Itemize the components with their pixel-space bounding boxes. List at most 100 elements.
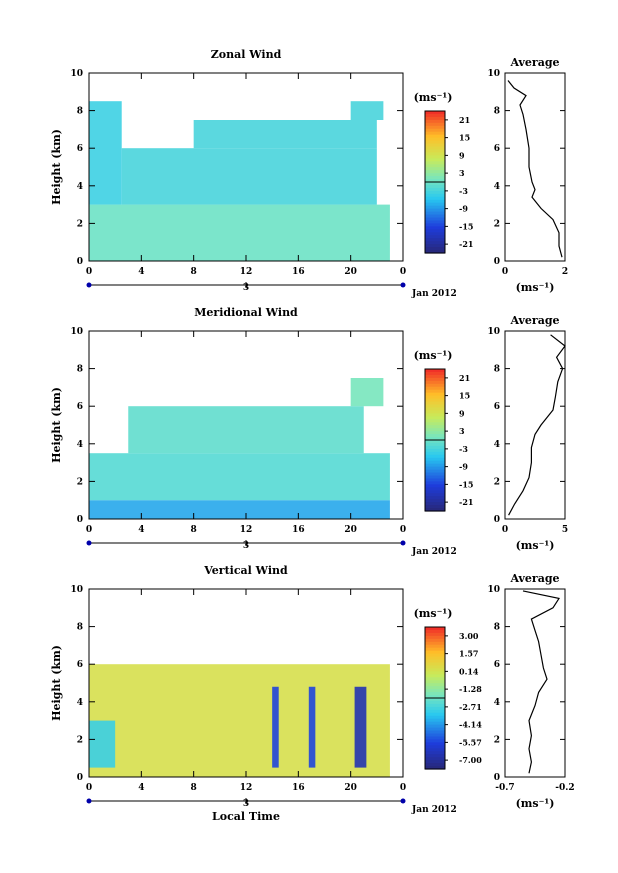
x-tick-label: 4: [138, 267, 144, 277]
colorbar-swatch: [425, 413, 445, 417]
colorbar-swatch: [425, 182, 445, 186]
colorbar-swatch: [425, 499, 445, 503]
colorbar-swatch: [425, 128, 445, 133]
colorbar-swatch: [425, 404, 445, 409]
colorbar-swatch: [425, 431, 445, 435]
y-tick-label: 8: [77, 107, 83, 117]
colorbar-swatch: [425, 715, 445, 720]
y-axis-label: Height (km): [50, 387, 63, 463]
heatmap-cell: [89, 500, 390, 519]
colorbar-swatch: [425, 155, 445, 159]
y-tick-label: 2: [77, 477, 83, 487]
profile-x-tick-label: -0.7: [495, 783, 514, 793]
colorbar-swatch: [425, 369, 445, 373]
colorbar-swatch: [425, 745, 445, 749]
x-tick-label: 0: [86, 267, 92, 277]
colorbar-swatch: [425, 629, 445, 634]
panel-title: Vertical Wind: [203, 564, 288, 577]
colorbar-swatch: [425, 199, 445, 204]
colorbar-swatch: [425, 167, 445, 171]
colorbar-swatch: [425, 407, 445, 412]
colorbar-tick-label: 9: [459, 150, 465, 160]
colorbar-swatch: [425, 217, 445, 222]
profile-x-label: (ms⁻¹): [516, 281, 555, 294]
colorbar-swatch: [425, 437, 445, 441]
colorbar-swatch: [425, 656, 445, 661]
profile-y-tick-label: 10: [487, 585, 500, 595]
y-tick-label: 10: [70, 327, 83, 337]
heatmap-cell: [121, 148, 377, 205]
colorbar-tick-label: 21: [459, 115, 470, 125]
y-tick-label: 4: [77, 182, 83, 192]
colorbar-swatch: [425, 647, 445, 652]
colorbar-swatch: [425, 724, 445, 729]
colorbar-swatch: [425, 751, 445, 755]
profile-line: [522, 590, 560, 774]
colorbar-swatch: [425, 445, 445, 450]
x-tick-label: 20: [344, 783, 357, 793]
colorbar-swatch: [425, 627, 445, 631]
colorbar-swatch: [425, 700, 445, 705]
colorbar-swatch: [425, 469, 445, 474]
profile-y-tick-label: 6: [494, 144, 500, 154]
heatmap-cell: [89, 453, 390, 501]
colorbar-swatch: [425, 193, 445, 198]
colorbar-swatch: [425, 671, 445, 675]
heatmap-cell: [350, 378, 384, 407]
date-axis-marker: [400, 540, 406, 546]
y-tick-label: 0: [77, 515, 83, 525]
colorbar-swatch: [425, 134, 445, 139]
profile-title: Average: [509, 56, 559, 69]
colorbar-swatch: [425, 196, 445, 201]
profile-y-tick-label: 8: [494, 623, 500, 633]
colorbar-swatch: [425, 386, 445, 391]
date-tick-label: 3: [243, 799, 249, 809]
heatmap-area: [89, 378, 390, 519]
colorbar-swatch: [425, 173, 445, 177]
profile-y-tick-label: 2: [494, 477, 500, 487]
colorbar-swatch: [425, 763, 445, 767]
colorbar-swatch: [425, 703, 445, 708]
profile-x-tick-label: 0: [502, 267, 508, 277]
colorbar-swatch: [425, 223, 445, 227]
colorbar-swatch: [425, 668, 445, 672]
colorbar-swatch: [425, 425, 445, 429]
profile-y-tick-label: 0: [494, 515, 500, 525]
colorbar-swatch: [425, 122, 445, 127]
colorbar-swatch: [425, 481, 445, 485]
colorbar-swatch: [425, 692, 445, 696]
colorbar-swatch: [425, 214, 445, 219]
panel-title: Zonal Wind: [211, 48, 282, 61]
colorbar-swatch: [425, 371, 445, 376]
y-tick-label: 4: [77, 698, 83, 708]
colorbar-swatch: [425, 392, 445, 397]
colorbar-swatch: [425, 422, 445, 426]
profile-x-label: (ms⁻¹): [516, 797, 555, 810]
profile-y-tick-label: 6: [494, 402, 500, 412]
colorbar-swatch: [425, 727, 445, 732]
y-tick-label: 4: [77, 440, 83, 450]
colorbar-swatch: [425, 665, 445, 670]
colorbar-swatch: [425, 247, 445, 251]
colorbar-swatch: [425, 644, 445, 649]
colorbar-tick-label: 15: [459, 391, 470, 401]
date-label: Jan 2012: [411, 547, 457, 557]
colorbar-swatch: [425, 721, 445, 726]
colorbar-swatch: [425, 766, 445, 770]
date-axis-marker: [400, 798, 406, 804]
colorbar-swatch: [425, 374, 445, 379]
profile-y-tick-label: 0: [494, 773, 500, 783]
x-tick-label: 12: [240, 525, 253, 535]
x-tick-label: 20: [344, 525, 357, 535]
colorbar-swatch: [425, 416, 445, 420]
colorbar-swatch: [425, 250, 445, 254]
colorbar-tick-label: 21: [459, 373, 470, 383]
colorbar-swatch: [425, 125, 445, 130]
y-axis-label: Height (km): [50, 129, 63, 205]
colorbar-swatch: [425, 457, 445, 462]
colorbar-swatch: [425, 229, 445, 233]
colorbar-swatch: [425, 187, 445, 192]
x-tick-label: 16: [292, 525, 305, 535]
colorbar-swatch: [425, 383, 445, 388]
